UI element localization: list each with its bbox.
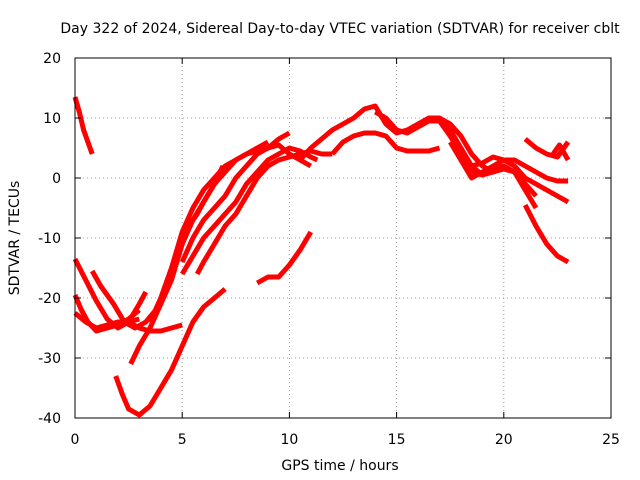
series-line-arc-20 xyxy=(459,158,539,210)
series-line-arc-8 xyxy=(128,139,270,366)
y-tick-labels: -40 -30 -20 -10 0 10 20 xyxy=(38,51,61,427)
series-line-arc-14 xyxy=(255,230,313,286)
y-tick-label: -40 xyxy=(38,411,61,427)
y-axis-label: SDTVAR / TECUs xyxy=(7,181,23,296)
series-line-arc-1 xyxy=(72,96,95,155)
y-tick-label: -10 xyxy=(38,231,61,247)
y-tick-label: 10 xyxy=(43,111,61,127)
x-tick-labels: 0 5 10 15 20 25 xyxy=(71,432,620,448)
series-line-arc-23 xyxy=(551,142,571,162)
x-tick-label: 0 xyxy=(71,432,80,448)
x-tick-label: 20 xyxy=(495,432,513,448)
series-line-arc-9 xyxy=(147,142,313,324)
series-group xyxy=(72,96,571,418)
series-line-arc-21 xyxy=(522,203,570,265)
series-line-arc-7 xyxy=(113,287,227,418)
series-line-arc-19 xyxy=(448,140,569,184)
x-tick-label: 5 xyxy=(178,432,187,448)
series-line-arc-15 xyxy=(298,103,506,175)
x-tick-label: 25 xyxy=(602,432,620,448)
grid-lines xyxy=(75,58,611,418)
y-tick-label: 0 xyxy=(52,171,61,187)
x-axis-label: GPS time / hours xyxy=(281,458,398,474)
series-line-arc-10 xyxy=(179,130,291,264)
chart-title: Day 322 of 2024, Sidereal Day-to-day VTE… xyxy=(60,21,620,37)
x-tick-label: 15 xyxy=(388,432,406,448)
series-line-arc-16 xyxy=(330,130,441,156)
x-tick-label: 10 xyxy=(280,432,298,448)
y-tick-label: 20 xyxy=(43,51,61,67)
series-line-arc-13 xyxy=(194,148,333,276)
y-tick-label: -30 xyxy=(38,351,61,367)
series-line-arc-11 xyxy=(180,145,319,276)
axis-ticks xyxy=(74,57,612,419)
series-line-arc-12 xyxy=(186,164,226,228)
series-line-arc-6 xyxy=(127,319,183,334)
y-tick-label: -20 xyxy=(38,291,61,307)
